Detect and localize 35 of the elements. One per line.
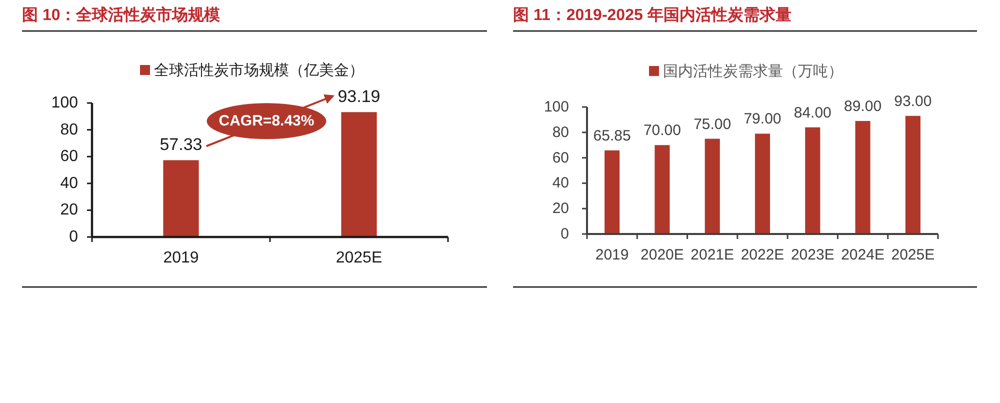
y-tick-label: 0	[69, 228, 78, 246]
data-label: 84.00	[794, 104, 832, 122]
y-tick-label: 40	[60, 174, 78, 192]
x-tick-label: 2023E	[790, 246, 834, 264]
y-tick-label: 40	[552, 174, 569, 192]
data-label: 89.00	[844, 98, 882, 115]
data-label: 57.33	[160, 135, 202, 154]
x-tick-label: 2021E	[690, 246, 734, 264]
y-tick-label: 20	[60, 202, 78, 219]
y-tick-label: 80	[552, 124, 569, 141]
x-tick-label: 2022E	[740, 246, 784, 264]
data-label: 70.00	[643, 122, 681, 140]
y-tick-label: 60	[60, 148, 78, 166]
data-label: 93.19	[338, 87, 380, 106]
y-tick-label: 100	[51, 94, 78, 112]
title: 图 10：全球活性炭市场规模	[22, 7, 220, 24]
x-tick-label: 2019	[163, 250, 199, 266]
y-tick-label: 0	[560, 226, 569, 242]
x-tick-label: 2024E	[841, 246, 884, 264]
x-tick-label: 2025E	[891, 246, 935, 264]
x-tick-label: 2019	[595, 246, 629, 264]
x-tick-label: 2020E	[640, 246, 684, 264]
legend-label: 国内活性炭需求量（万吨）	[663, 62, 843, 80]
legend-label: 全球活性炭市场规模（亿美金）	[154, 61, 364, 79]
data-label: 65.85	[593, 127, 631, 144]
y-tick-label: 100	[544, 98, 569, 116]
y-tick-label: 60	[552, 149, 569, 166]
data-label: 93.00	[894, 92, 932, 110]
data-label: 75.00	[694, 116, 732, 133]
y-tick-label: 20	[552, 200, 569, 218]
title: 图 11：2019-2025 年国内活性炭需求量	[513, 7, 792, 24]
data-label: 79.00	[744, 110, 782, 128]
x-tick-label: 2025E	[336, 250, 382, 266]
annotation: CAGR=8.43%	[218, 112, 314, 130]
y-tick-label: 80	[60, 121, 78, 138]
